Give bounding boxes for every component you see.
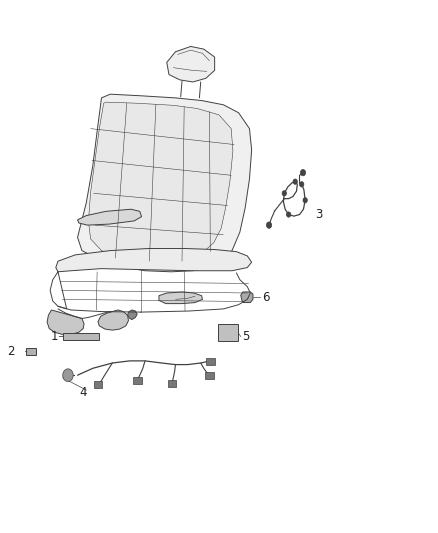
Text: 4: 4 [80, 386, 87, 399]
Polygon shape [88, 102, 233, 261]
Circle shape [63, 369, 73, 382]
Bar [205, 372, 214, 379]
Circle shape [300, 169, 306, 176]
Bar [168, 380, 177, 387]
Polygon shape [159, 292, 202, 304]
Bar [133, 377, 141, 384]
Bar [26, 348, 36, 354]
Text: 1: 1 [50, 330, 58, 343]
Circle shape [286, 212, 291, 217]
Polygon shape [56, 248, 252, 272]
Bar [63, 333, 99, 340]
Polygon shape [127, 310, 137, 319]
Text: 5: 5 [242, 330, 249, 343]
Circle shape [303, 198, 307, 203]
Polygon shape [47, 310, 84, 334]
Bar [206, 358, 215, 365]
Polygon shape [78, 209, 141, 225]
Text: 6: 6 [262, 291, 270, 304]
Polygon shape [241, 292, 253, 303]
Circle shape [266, 222, 272, 228]
Polygon shape [167, 46, 215, 82]
Text: 2: 2 [7, 345, 14, 358]
Circle shape [300, 182, 304, 187]
Circle shape [293, 179, 297, 184]
Circle shape [282, 191, 286, 196]
Bar [218, 324, 238, 341]
Bar [94, 381, 102, 388]
Polygon shape [98, 310, 128, 330]
Polygon shape [78, 94, 252, 272]
Text: 3: 3 [315, 208, 322, 221]
